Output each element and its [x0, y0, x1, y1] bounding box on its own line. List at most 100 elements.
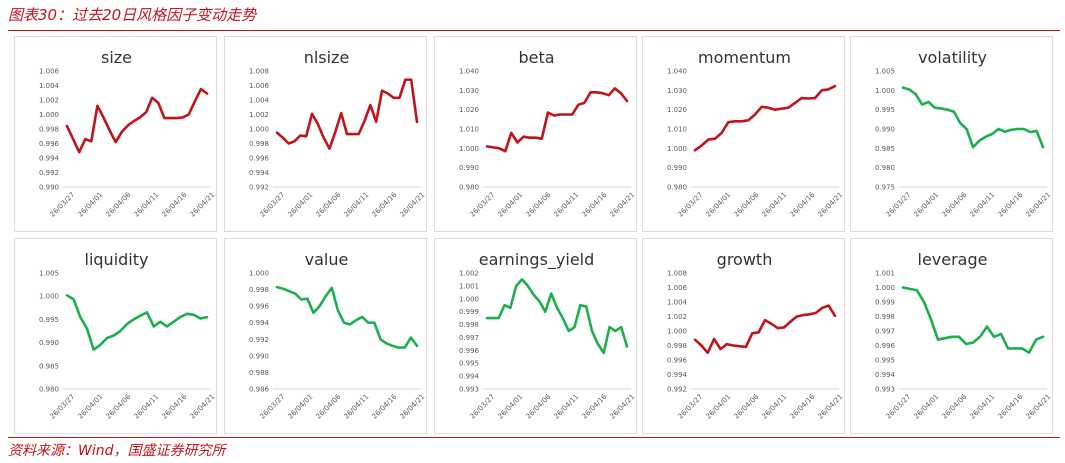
x-tick-label: 26/04/21	[609, 393, 637, 421]
chart-momentum: momentum 1.040 1.030 1.020 1.010 1.000 0.990 0.…	[667, 48, 845, 219]
y-tick-label: 1.008	[249, 68, 269, 76]
chart-panel-volatility: volatility 1.005 1.000 0.995 0.990 0.985 0.980…	[850, 36, 1053, 232]
y-tick-label: 0.996	[249, 303, 270, 311]
x-tick-label: 26/04/11	[969, 191, 997, 219]
x-tick-label: 26/04/06	[525, 190, 553, 218]
y-tick-label: 1.020	[459, 106, 479, 114]
y-tick-label: 1.030	[667, 87, 687, 95]
chart-panel-growth: growth 1.008 1.006 1.004 1.002 1.000 0.998 0.99…	[642, 238, 845, 434]
y-tick-label: 0.996	[459, 347, 480, 355]
series-line-value	[275, 285, 419, 349]
x-tick-label: 26/04/21	[399, 393, 427, 421]
chart-leverage: leverage 1.001 1.000 0.999 0.998 0.997 0.996 0.…	[875, 250, 1053, 421]
y-tick-label: 0.992	[249, 336, 269, 344]
y-tick-label: 0.997	[459, 334, 479, 342]
series-line-nlsize	[275, 78, 419, 150]
x-tick-label: 26/04/01	[705, 393, 733, 421]
y-tick-label: 0.995	[39, 316, 59, 324]
figure-title: 图表30：过去20日风格因子变动走势	[8, 6, 257, 24]
series-line-volatility	[901, 86, 1045, 149]
y-tick-label: 1.000	[249, 126, 269, 134]
x-tick-label: 26/04/01	[77, 191, 105, 219]
x-tick-label: 26/04/21	[399, 191, 427, 219]
x-tick-label: 26/04/01	[287, 191, 315, 219]
x-tick-label: 26/03/27	[259, 393, 287, 421]
y-tick-label: 1.005	[875, 68, 895, 76]
x-tick-label: 26/04/06	[525, 392, 553, 420]
x-tick-label: 26/04/11	[553, 191, 581, 219]
y-tick-label: 1.008	[667, 270, 687, 278]
x-tick-label: 26/04/11	[133, 191, 161, 219]
y-tick-label: 1.000	[39, 111, 59, 119]
y-tick-label: 0.980	[39, 386, 59, 394]
y-tick-label: 0.998	[459, 321, 479, 329]
x-tick-label: 26/04/16	[371, 190, 399, 218]
x-tick-label: 26/04/21	[1025, 393, 1053, 421]
y-tick-label: 1.002	[667, 313, 687, 321]
chart-growth: growth 1.008 1.006 1.004 1.002 1.000 0.998 0.99…	[667, 250, 844, 421]
x-tick-label: 26/04/06	[315, 392, 343, 420]
y-tick-label: 0.998	[249, 286, 269, 294]
y-tick-label: 0.994	[39, 155, 60, 163]
y-tick-label: 1.002	[249, 111, 269, 119]
x-tick-label: 26/04/06	[105, 392, 133, 420]
y-tick-label: 0.986	[249, 386, 270, 394]
chart-liquidity: liquidity1.0051.0000.9950.9900.9850.9802…	[39, 250, 216, 421]
y-tick-label: 0.998	[875, 313, 895, 321]
x-tick-label: 26/04/01	[705, 191, 733, 219]
chart-panel-value: value 1.000 0.998 0.996 0.994 0.992 0.990 0.988…	[224, 238, 427, 434]
y-tick-label: 0.994	[249, 169, 270, 177]
y-tick-label: 0.995	[875, 106, 895, 114]
x-tick-label: 26/03/27	[677, 191, 705, 219]
y-tick-label: 0.975	[875, 184, 895, 192]
x-tick-label: 26/04/16	[371, 392, 399, 420]
chart-panel-earnings-yield: earnings_yield 1.002 1.001 1.000 0.999 0.998 0…	[434, 238, 637, 434]
x-tick-label: 26/04/06	[941, 392, 969, 420]
series-line-size	[65, 87, 209, 154]
y-tick-label: 1.006	[667, 284, 688, 292]
y-tick-label: 0.980	[875, 164, 895, 172]
chart-title-nlsize: nlsize	[304, 48, 350, 67]
bottom-rule	[8, 437, 1060, 438]
y-tick-label: 0.980	[667, 184, 687, 192]
y-tick-label: 1.000	[459, 145, 479, 153]
x-tick-label: 26/04/21	[817, 191, 845, 219]
y-tick-label: 0.995	[459, 360, 479, 368]
y-tick-label: 1.001	[459, 282, 479, 290]
y-tick-label: 0.998	[667, 342, 687, 350]
x-tick-label: 26/04/01	[497, 393, 525, 421]
x-tick-label: 26/03/27	[469, 393, 497, 421]
series-line-beta	[485, 87, 629, 153]
chart-volatility: volatility 1.005 1.000 0.995 0.990 0.985 0.980…	[875, 48, 1052, 219]
y-tick-label: 1.000	[875, 87, 895, 95]
y-tick-label: 1.004	[249, 97, 270, 105]
x-tick-label: 26/04/01	[913, 191, 941, 219]
x-tick-label: 26/04/01	[77, 393, 105, 421]
series-line-liquidity	[65, 293, 209, 351]
y-tick-label: 1.000	[875, 284, 895, 292]
x-tick-label: 26/04/16	[997, 392, 1025, 420]
x-tick-label: 26/04/16	[161, 392, 189, 420]
chart-panel-nlsize: nlsize 1.008 1.006 1.004 1.002 1.000 0.998 0.99…	[224, 36, 427, 232]
y-tick-label: 0.996	[39, 140, 60, 148]
x-tick-label: 26/04/11	[343, 393, 371, 421]
y-tick-label: 0.993	[875, 386, 895, 394]
x-tick-label: 26/04/11	[969, 393, 997, 421]
series-line-momentum	[693, 84, 837, 152]
y-tick-label: 1.000	[667, 328, 687, 336]
y-tick-label: 1.020	[667, 106, 687, 114]
x-tick-label: 26/04/06	[315, 190, 343, 218]
x-tick-label: 26/04/16	[581, 190, 609, 218]
y-tick-label: 0.980	[459, 184, 479, 192]
y-tick-label: 0.994	[875, 371, 896, 379]
y-tick-label: 0.985	[39, 362, 59, 370]
y-tick-label: 0.990	[459, 164, 479, 172]
y-tick-label: 1.000	[459, 295, 479, 303]
x-tick-label: 26/03/27	[677, 393, 705, 421]
y-tick-label: 0.985	[875, 145, 895, 153]
y-tick-label: 1.002	[39, 97, 59, 105]
x-tick-label: 26/04/06	[733, 190, 761, 218]
chart-panel-momentum: momentum 1.040 1.030 1.020 1.010 1.000 0.990 0.…	[642, 36, 845, 232]
x-tick-label: 26/04/11	[343, 191, 371, 219]
